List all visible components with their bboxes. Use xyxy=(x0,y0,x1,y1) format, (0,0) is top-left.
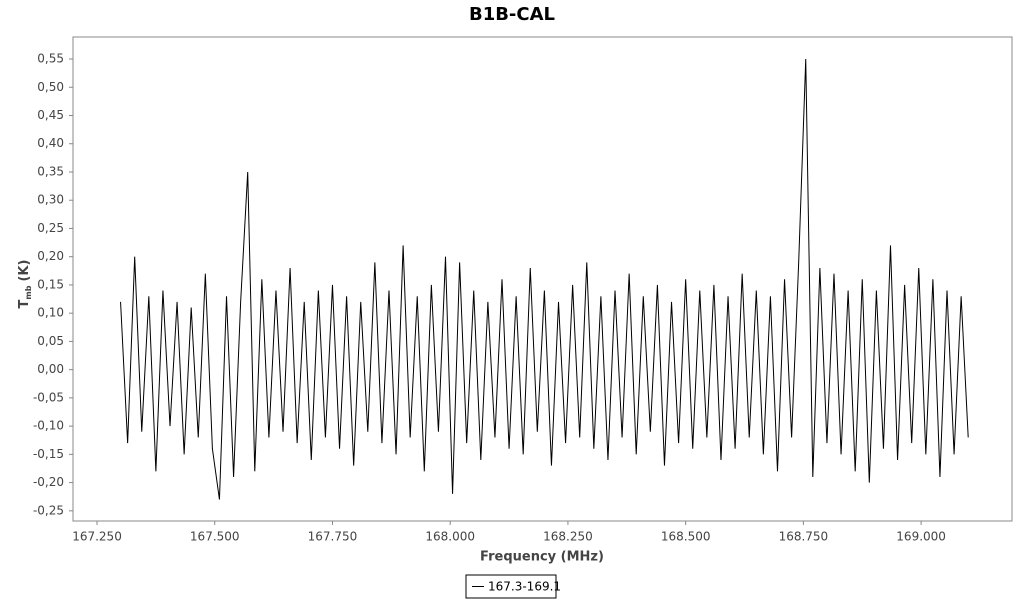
y-tick-label: 0,00 xyxy=(37,362,64,376)
x-tick-label: 167.500 xyxy=(190,530,240,544)
y-tick-label: 0,50 xyxy=(37,80,64,94)
x-tick-label: 168.750 xyxy=(779,530,829,544)
data-line xyxy=(120,59,969,500)
y-tick-label: 0,55 xyxy=(37,52,64,66)
chart-title: B1B-CAL xyxy=(469,4,555,25)
x-tick-label: 167.750 xyxy=(308,530,358,544)
x-tick-label: 168.000 xyxy=(425,530,475,544)
y-tick-label: 0,30 xyxy=(37,193,64,207)
legend-box xyxy=(465,574,557,599)
y-tick-label: -0,15 xyxy=(33,447,64,461)
y-tick-label: 0,20 xyxy=(37,249,64,263)
legend-label: 167.3-169.1 xyxy=(488,580,561,594)
y-axis-title-main: T xyxy=(17,299,32,308)
x-axis-title: Frequency (MHz) xyxy=(480,550,604,565)
y-tick-label: 0,10 xyxy=(37,306,64,320)
y-tick-label: 0,40 xyxy=(37,136,64,150)
x-tick-label: 168.500 xyxy=(661,530,711,544)
y-tick-label: -0,20 xyxy=(33,475,64,489)
y-axis-title: Tmb (K) xyxy=(17,260,33,309)
y-tick-label: 0,35 xyxy=(37,164,64,178)
y-tick-label: -0,10 xyxy=(33,419,64,433)
x-tick-label: 168.250 xyxy=(543,530,593,544)
y-tick-label: -0,25 xyxy=(33,503,64,517)
y-tick-label: 0,45 xyxy=(37,108,64,122)
y-axis-title-sub: mb xyxy=(24,285,33,299)
y-tick-label: 0,05 xyxy=(37,334,64,348)
y-tick-label: 0,15 xyxy=(37,277,64,291)
y-tick-label: 0,25 xyxy=(37,221,64,235)
plot-frame xyxy=(72,36,1013,522)
y-tick-label: -0,05 xyxy=(33,390,64,404)
y-axis-title-unit: (K) xyxy=(17,260,32,282)
x-tick-label: 167.250 xyxy=(72,530,122,544)
x-tick-label: 169.000 xyxy=(896,530,946,544)
